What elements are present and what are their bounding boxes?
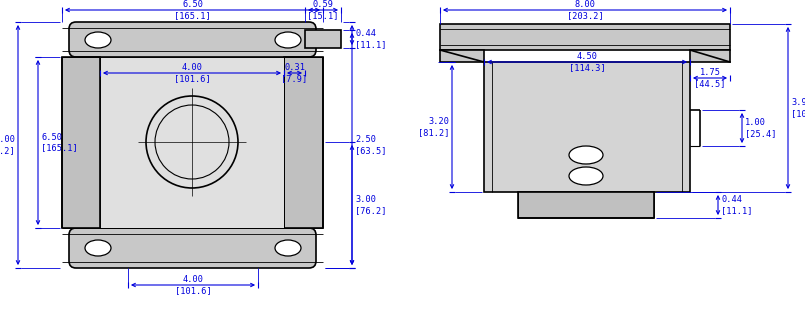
- Text: 2.50: 2.50: [355, 135, 376, 144]
- Text: [101.6]: [101.6]: [175, 286, 212, 295]
- Text: [25.4]: [25.4]: [745, 129, 777, 138]
- Text: [63.5]: [63.5]: [355, 146, 386, 155]
- Text: 4.00: 4.00: [183, 275, 204, 284]
- Ellipse shape: [275, 32, 301, 48]
- Text: 0.44: 0.44: [355, 29, 376, 38]
- Text: [203.2]: [203.2]: [567, 11, 604, 20]
- Text: 8.00: 8.00: [575, 0, 596, 9]
- Text: 0.31: 0.31: [284, 63, 305, 72]
- Text: 4.00: 4.00: [181, 63, 203, 72]
- Ellipse shape: [85, 240, 111, 256]
- Text: [15.1]: [15.1]: [308, 11, 339, 20]
- FancyBboxPatch shape: [69, 228, 316, 268]
- Text: [11.1]: [11.1]: [721, 206, 753, 215]
- Bar: [440, 24, 730, 50]
- Bar: [62, 57, 100, 228]
- Text: [100.2]: [100.2]: [791, 109, 805, 118]
- Bar: [484, 62, 690, 192]
- Text: 0.59: 0.59: [312, 0, 333, 9]
- Bar: [100, 57, 284, 228]
- Text: [114.3]: [114.3]: [568, 63, 605, 72]
- Polygon shape: [440, 50, 484, 62]
- Text: [101.6]: [101.6]: [174, 74, 210, 83]
- Text: 8.00: 8.00: [0, 135, 15, 144]
- Text: 3.20: 3.20: [428, 117, 449, 126]
- Text: 6.50: 6.50: [41, 133, 62, 142]
- Ellipse shape: [275, 240, 301, 256]
- Text: 1.00: 1.00: [745, 118, 766, 127]
- Bar: [284, 57, 323, 228]
- Ellipse shape: [569, 167, 603, 185]
- Text: [81.2]: [81.2]: [418, 128, 449, 137]
- Text: 3.95: 3.95: [791, 98, 805, 107]
- Ellipse shape: [85, 32, 111, 48]
- Text: [203.2]: [203.2]: [0, 146, 15, 155]
- Text: [44.5]: [44.5]: [694, 79, 726, 88]
- Text: 6.50: 6.50: [182, 0, 203, 9]
- Text: 4.50: 4.50: [576, 52, 597, 61]
- Bar: [518, 192, 654, 218]
- Text: [76.2]: [76.2]: [355, 206, 386, 215]
- Text: [7.9]: [7.9]: [282, 74, 308, 83]
- Text: [11.1]: [11.1]: [355, 40, 386, 49]
- Text: [165.1]: [165.1]: [174, 11, 211, 20]
- Text: 1.75: 1.75: [700, 68, 720, 77]
- Text: 3.00: 3.00: [355, 195, 376, 204]
- Text: [165.1]: [165.1]: [41, 143, 78, 152]
- Text: 0.44: 0.44: [721, 195, 742, 204]
- Polygon shape: [690, 50, 730, 62]
- FancyBboxPatch shape: [69, 22, 316, 57]
- Bar: [305, 30, 341, 48]
- Ellipse shape: [569, 146, 603, 164]
